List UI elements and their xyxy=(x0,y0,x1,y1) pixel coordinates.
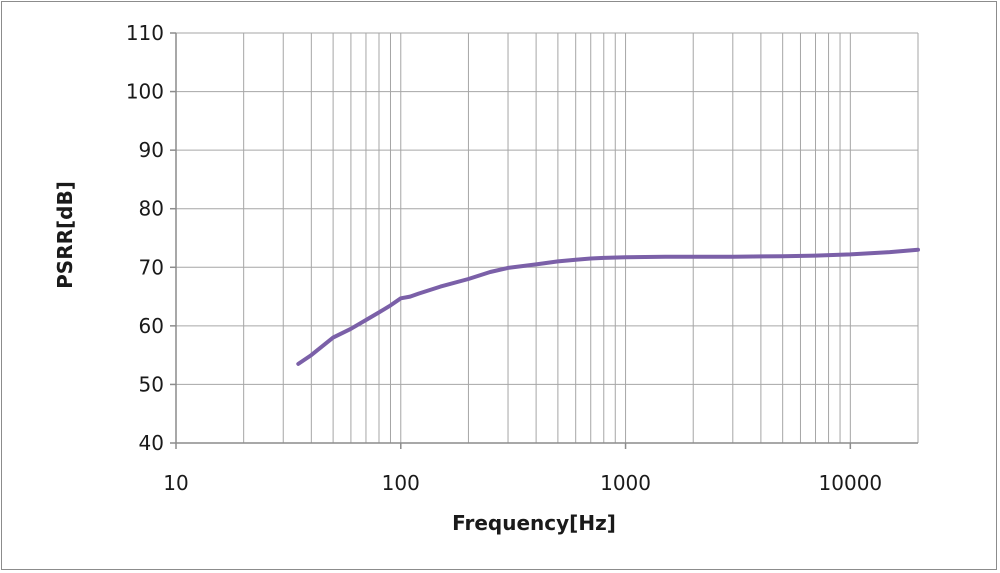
y-axis-label: PSRR[dB] xyxy=(53,181,77,289)
x-axis-label: Frequency[Hz] xyxy=(452,511,616,535)
y-tick-label: 40 xyxy=(139,431,164,455)
psrr-series-line xyxy=(296,247,920,366)
grid xyxy=(176,32,919,443)
y-tick-label: 100 xyxy=(126,80,164,104)
x-tick-label: 100 xyxy=(382,471,420,495)
y-tick-label: 110 xyxy=(126,21,164,45)
x-tick-label: 1000 xyxy=(600,471,651,495)
y-tick-label: 60 xyxy=(139,314,164,338)
x-tick-labels: 10 100 1000 10000 xyxy=(163,471,882,495)
y-tick-label: 70 xyxy=(139,255,164,279)
series-layer xyxy=(296,247,920,366)
x-tick-label: 10 xyxy=(163,471,188,495)
y-tick-label: 90 xyxy=(139,138,164,162)
y-tick-label: 80 xyxy=(139,197,164,221)
y-tick-labels: 40 50 60 70 80 90 100 110 xyxy=(126,21,164,455)
axes xyxy=(170,32,918,449)
y-tick-label: 50 xyxy=(139,372,164,396)
x-tick-label: 10000 xyxy=(819,471,883,495)
